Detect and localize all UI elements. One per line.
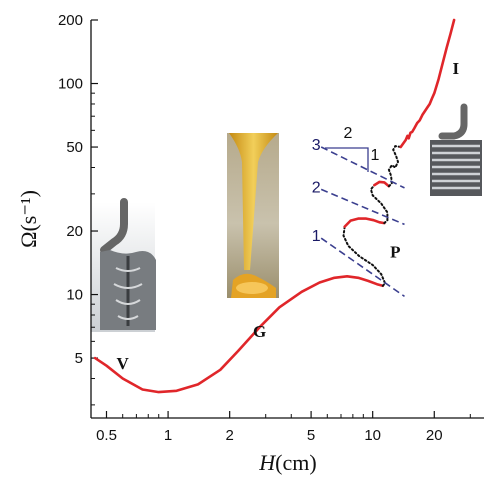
regime-label-P: P	[390, 242, 400, 261]
asymptote-line-2	[320, 188, 405, 226]
x-tick-label: 10	[364, 427, 381, 444]
y-tick-label: 200	[58, 12, 83, 29]
stable-branch-line	[373, 180, 391, 188]
branch-label-2: 2	[312, 179, 321, 196]
branch-label-1: 1	[312, 228, 321, 245]
stable-branch-line	[399, 18, 456, 149]
y-axis-unit: (s⁻¹)	[16, 190, 41, 231]
tick-marks	[91, 19, 471, 418]
asymptote-line-1	[320, 237, 405, 298]
unstable-branch-line	[369, 184, 389, 225]
viscous-coiling-photo	[91, 198, 156, 332]
x-tick-label: 5	[307, 427, 315, 444]
series-lines	[93, 18, 456, 394]
slope-label-horizontal: 2	[344, 125, 353, 142]
slope-label-vertical: 1	[371, 147, 380, 164]
unstable-branch-line	[342, 225, 387, 287]
gravitational-coiling-photo	[227, 133, 279, 298]
x-tick-label: 1	[164, 427, 172, 444]
stable-branch-line	[93, 274, 385, 394]
y-tick-label: 5	[75, 350, 83, 367]
stable-branch-line	[343, 217, 386, 228]
y-tick-label: 100	[58, 76, 83, 93]
y-tick-label: 10	[66, 287, 83, 304]
y-axis-title: Ω(s⁻¹)	[16, 190, 41, 248]
slope-triangle: 2 1	[325, 125, 380, 172]
x-tick-label: 20	[426, 427, 443, 444]
y-tick-label: 50	[66, 139, 83, 156]
x-tick-label: 2	[226, 427, 234, 444]
x-axis-title: H(cm)	[258, 450, 316, 475]
svg-text:Ω(s⁻¹): Ω(s⁻¹)	[16, 190, 41, 248]
axes-frame	[90, 20, 484, 419]
regime-label-I: I	[453, 59, 460, 78]
regime-label-V: V	[117, 354, 130, 373]
y-tick-label: 20	[66, 223, 83, 240]
regime-label-G: G	[253, 322, 266, 341]
x-axis-symbol: H	[258, 450, 276, 475]
chart-labels: 0.5 1 2 5 10 20 5 10 20 50 100 200 1 2 3 V G P I	[58, 12, 460, 444]
svg-text:H(cm): H(cm)	[258, 450, 316, 475]
y-axis-symbol: Ω	[16, 232, 41, 248]
asymptote-line-3	[320, 146, 405, 189]
unstable-branch-line	[387, 144, 402, 188]
inertial-coiling-photo	[427, 103, 484, 196]
x-tick-label: 0.5	[96, 427, 117, 444]
branch-label-3: 3	[312, 137, 321, 154]
x-axis-unit: (cm)	[275, 450, 317, 475]
